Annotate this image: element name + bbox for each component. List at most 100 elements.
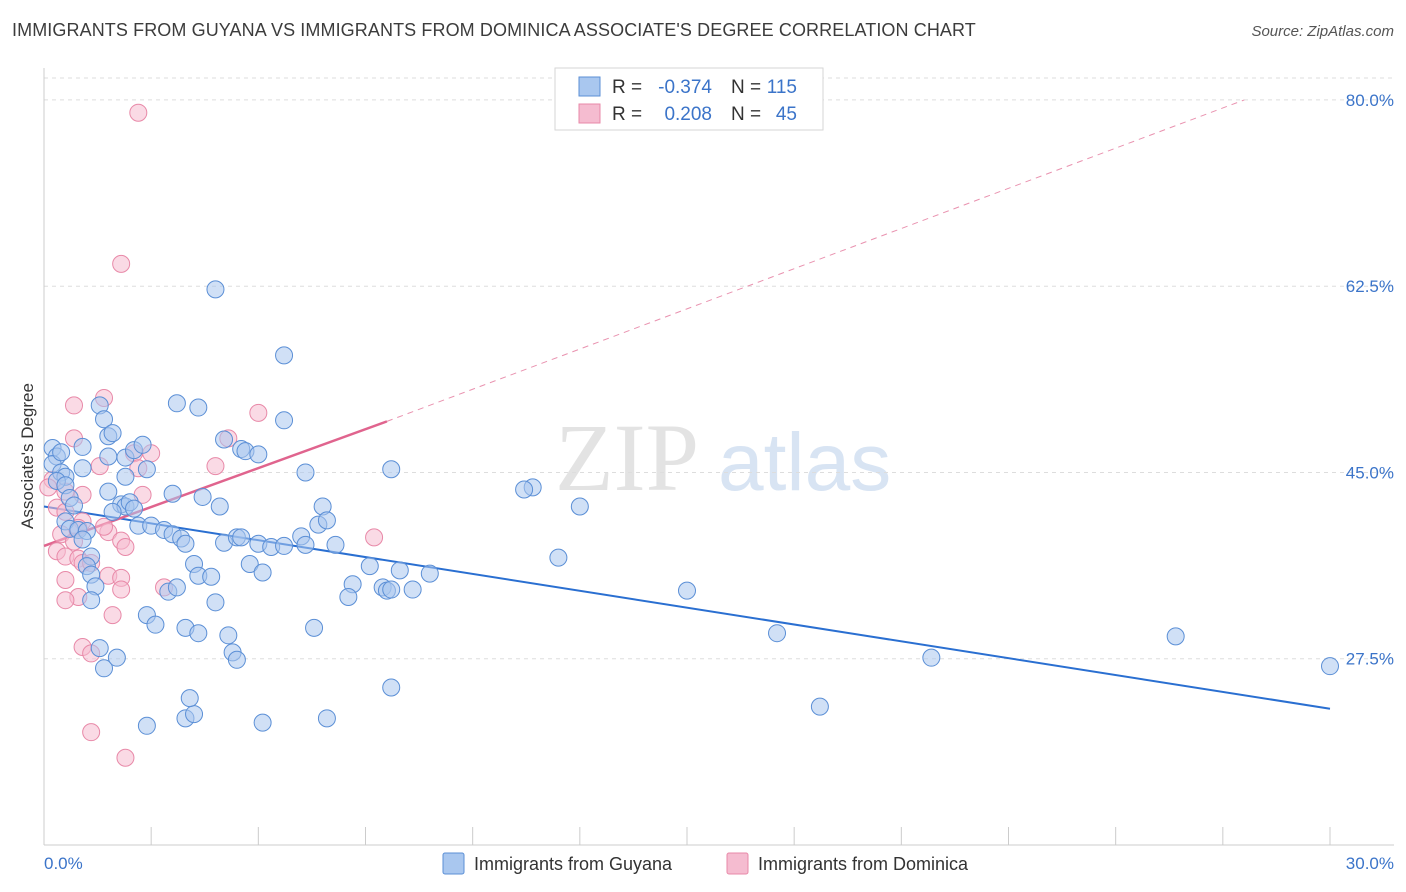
legend-swatch-guyana: [578, 76, 601, 97]
point-guyana: [420, 564, 439, 583]
point-dominica: [116, 748, 135, 767]
point-guyana: [317, 709, 336, 728]
point-guyana: [249, 445, 268, 464]
point-guyana: [253, 713, 272, 732]
legend-swatch-dominica: [578, 103, 601, 124]
point-guyana: [99, 447, 118, 466]
point-guyana: [189, 624, 208, 643]
series-dominica-points: [39, 103, 384, 767]
bottom-legend-dominica: Immigrants from Dominica: [758, 854, 969, 874]
point-guyana: [103, 424, 122, 443]
x-tick-label-min: 0.0%: [44, 854, 83, 873]
point-dominica: [95, 517, 114, 536]
point-guyana: [549, 548, 568, 567]
y-axis-label: Associate's Degree: [18, 383, 37, 529]
point-dominica: [112, 254, 131, 273]
point-guyana: [210, 497, 229, 516]
legend-r-label-dominica: R =: [612, 104, 642, 125]
point-guyana: [202, 567, 221, 586]
point-guyana: [253, 563, 272, 582]
point-guyana: [65, 496, 84, 515]
point-guyana: [360, 557, 379, 576]
point-guyana: [176, 534, 195, 553]
point-dominica: [56, 570, 75, 589]
series-legend: Immigrants from Guyana Immigrants from D…: [442, 852, 969, 875]
y-tick-label: 80.0%: [1346, 91, 1394, 110]
y-tick-label: 45.0%: [1346, 463, 1394, 482]
point-dominica: [206, 457, 225, 476]
point-guyana: [52, 443, 71, 462]
point-dominica: [365, 528, 384, 547]
bottom-legend-swatch-guyana: [442, 852, 465, 875]
point-guyana: [133, 435, 152, 454]
point-guyana: [339, 587, 358, 606]
point-dominica: [103, 606, 122, 625]
point-guyana: [382, 580, 401, 599]
point-guyana: [1321, 657, 1339, 676]
x-tick-label-max: 30.0%: [1346, 854, 1394, 873]
point-guyana: [215, 430, 234, 449]
legend-r-value-dominica: 0.208: [664, 104, 712, 125]
point-guyana: [232, 528, 251, 547]
point-guyana: [275, 346, 294, 365]
point-guyana: [219, 626, 238, 645]
point-guyana: [125, 499, 144, 518]
point-guyana: [305, 618, 324, 637]
point-guyana: [275, 536, 294, 555]
point-guyana: [390, 561, 409, 580]
y-tick-label: 62.5%: [1346, 277, 1394, 296]
legend-n-label-guyana: N =: [731, 77, 761, 98]
point-guyana: [317, 511, 336, 530]
point-guyana: [90, 639, 109, 658]
point-guyana: [116, 467, 135, 486]
point-guyana: [185, 705, 204, 724]
point-dominica: [65, 396, 84, 415]
point-guyana: [240, 555, 259, 574]
point-guyana: [137, 716, 156, 735]
bottom-legend-guyana: Immigrants from Guyana: [474, 854, 673, 874]
trend-line-dominica-extension: [386, 99, 1245, 422]
point-guyana: [922, 648, 941, 667]
point-guyana: [95, 410, 114, 429]
point-guyana: [167, 394, 186, 413]
point-guyana: [403, 580, 422, 599]
legend-n-value-dominica: 45: [776, 104, 797, 125]
point-guyana: [206, 593, 225, 612]
point-guyana: [768, 624, 787, 643]
x-axis-ticks: [43, 827, 1331, 845]
point-guyana: [73, 459, 92, 478]
point-guyana: [167, 578, 186, 597]
point-guyana: [180, 689, 199, 708]
point-guyana: [382, 460, 401, 479]
point-dominica: [56, 591, 75, 610]
point-guyana: [326, 535, 345, 554]
y-tick-label: 27.5%: [1346, 650, 1394, 669]
series-guyana-points: [43, 280, 1339, 735]
point-guyana: [73, 437, 92, 456]
point-guyana: [382, 678, 401, 697]
watermark: ZIP atlas: [555, 404, 891, 511]
watermark-atlas: atlas: [718, 417, 891, 508]
point-dominica: [116, 537, 135, 556]
point-dominica: [249, 403, 268, 422]
legend-n-label-dominica: N =: [731, 104, 761, 125]
point-dominica: [112, 580, 131, 599]
legend-n-value-guyana: 115: [767, 77, 797, 98]
point-guyana: [515, 480, 534, 499]
point-guyana: [189, 398, 208, 417]
point-guyana: [296, 535, 315, 554]
point-dominica: [129, 103, 148, 122]
point-guyana: [296, 463, 315, 482]
point-guyana: [107, 648, 126, 667]
watermark-zip: ZIP: [555, 404, 699, 511]
point-dominica: [82, 723, 101, 742]
point-guyana: [95, 659, 114, 678]
point-guyana: [810, 697, 829, 716]
point-guyana: [206, 280, 225, 299]
point-guyana: [1166, 627, 1185, 646]
legend-r-label-guyana: R =: [612, 77, 642, 98]
point-guyana: [103, 502, 122, 521]
legend-r-value-guyana: -0.374: [658, 77, 712, 98]
bottom-legend-swatch-dominica: [726, 852, 749, 875]
